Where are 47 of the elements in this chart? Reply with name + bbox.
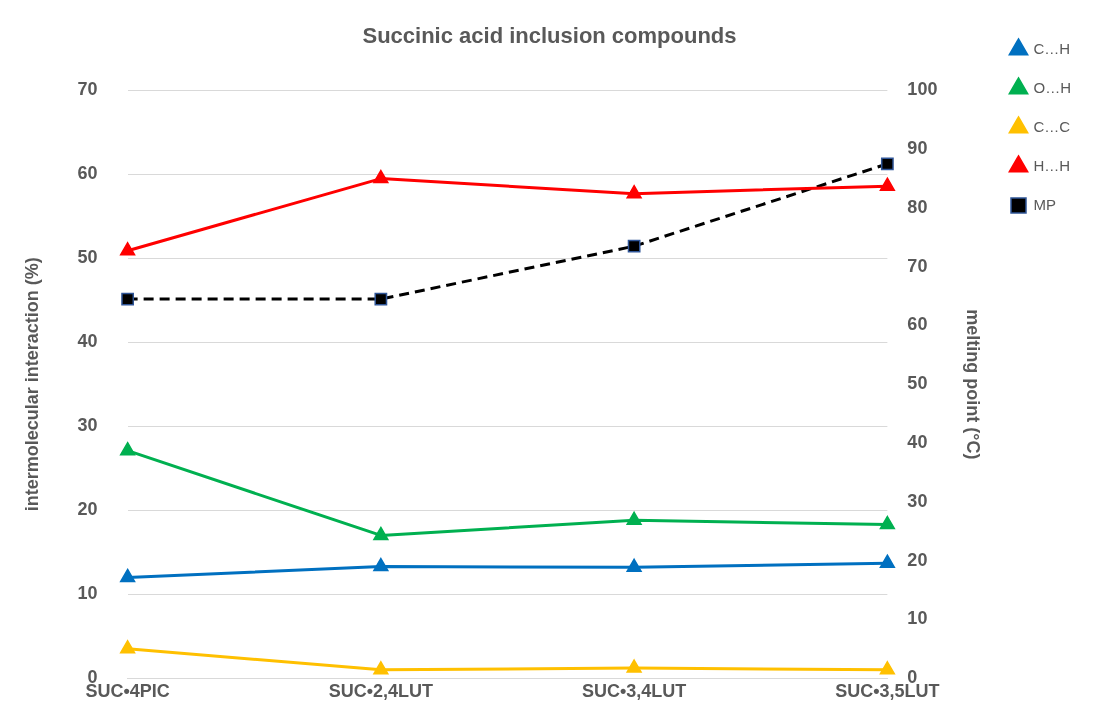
y2-tick-label: 10: [907, 608, 928, 629]
point: [119, 568, 136, 583]
y2-axis-title: melting point (°C): [963, 309, 984, 460]
point: [626, 184, 642, 199]
y2-tick-label: 80: [907, 196, 928, 217]
point: [879, 661, 896, 675]
y-axis-title: intermolecular interaction (%): [21, 257, 42, 512]
y2-tick-label: 30: [907, 490, 928, 511]
point: [373, 169, 389, 184]
y2-tick-label: 50: [907, 373, 928, 394]
point: [119, 441, 136, 456]
point: [119, 242, 136, 256]
y-tick-label: 10: [77, 583, 98, 604]
legend-label: H…H: [1033, 156, 1071, 174]
y2-tick-label: 90: [907, 138, 928, 159]
y2-tick-label: 40: [907, 432, 928, 453]
legend-label: O…H: [1033, 78, 1071, 96]
point: [373, 557, 389, 572]
y-tick-label: 50: [77, 247, 98, 268]
y-tick-label: 20: [77, 499, 98, 520]
x-tick-label: SUC•2,4LUT: [328, 680, 434, 701]
point: [119, 640, 136, 654]
point: [121, 292, 135, 306]
point: [626, 511, 642, 526]
point: [626, 558, 642, 573]
point: [879, 554, 896, 568]
point: [627, 239, 641, 253]
point: [373, 661, 389, 675]
y-tick-label: 40: [77, 331, 98, 352]
y2-tick-label: 70: [907, 255, 928, 276]
point: [626, 659, 642, 673]
x-tick-label: SUC•3,4LUT: [581, 680, 687, 701]
y2-tick-label: 100: [907, 79, 938, 100]
y-tick-label: 70: [77, 79, 98, 100]
y2-tick-label: 20: [907, 549, 928, 570]
y-tick-label: 30: [77, 415, 98, 436]
y-tick-label: 60: [77, 163, 98, 184]
y2-tick-label: 60: [907, 314, 928, 335]
point: [879, 515, 896, 530]
point: [374, 292, 388, 306]
legend-label: MP: [1033, 195, 1056, 213]
point: [879, 177, 896, 191]
point: [880, 157, 894, 171]
point: [373, 526, 389, 541]
legend-label: C…C: [1033, 117, 1071, 135]
legend-label: C…H: [1033, 39, 1071, 57]
chart-title: Succinic acid inclusion compounds: [362, 23, 737, 49]
